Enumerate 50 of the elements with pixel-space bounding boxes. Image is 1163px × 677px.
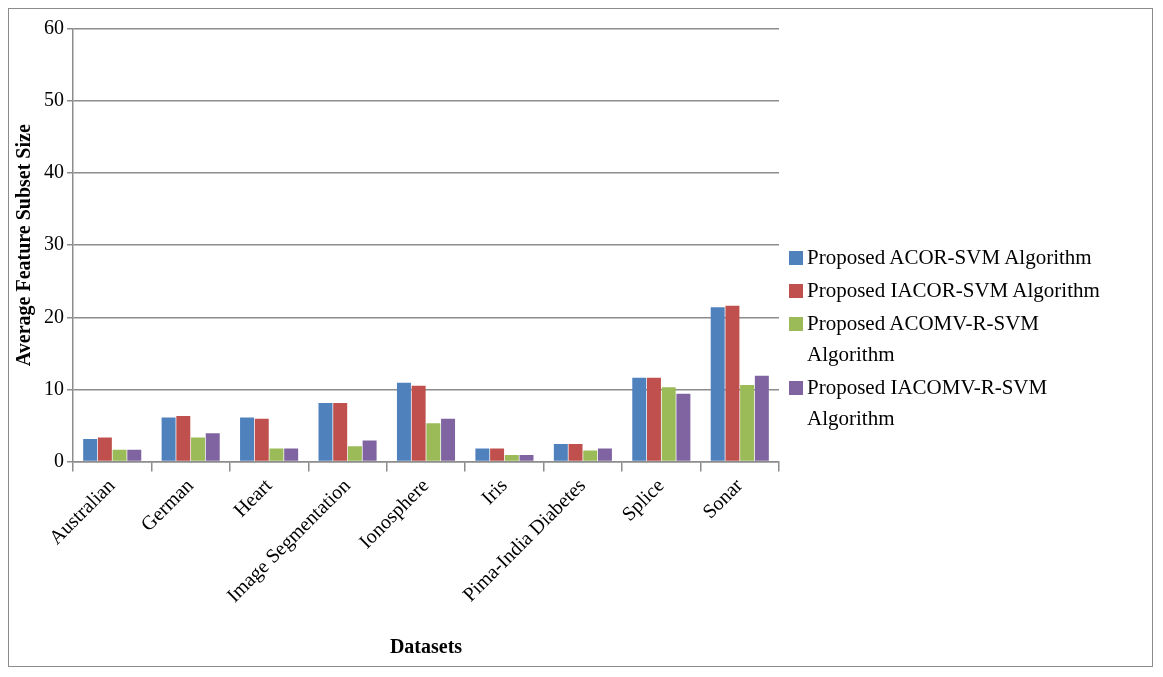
bar (254, 418, 269, 461)
bar (127, 449, 142, 461)
bar (347, 446, 362, 461)
y-tick-label: 10 (44, 376, 64, 399)
bar (725, 305, 740, 461)
bar (396, 382, 411, 461)
bar (490, 448, 505, 461)
bar (568, 444, 583, 461)
bar (426, 423, 441, 461)
bar (740, 385, 755, 461)
bar (676, 393, 691, 461)
legend-label: Proposed ACOMV-R-SVM Algorithm (807, 309, 1040, 368)
bar (646, 377, 661, 461)
bar (441, 418, 456, 461)
bar (754, 375, 769, 461)
bar (597, 448, 612, 461)
bar (504, 454, 519, 461)
y-tick-label: 20 (44, 304, 64, 327)
y-tick-label: 40 (44, 160, 64, 183)
y-tick-label: 50 (44, 88, 64, 111)
bar (97, 437, 112, 461)
y-tick-label: 60 (44, 16, 64, 39)
bar (161, 417, 176, 461)
bar (83, 439, 98, 461)
bar (176, 415, 191, 461)
x-tick-label: Iris (476, 473, 512, 509)
legend-label: Proposed IACOMV-R-SVM Algorithm (807, 373, 1049, 432)
bar (553, 444, 568, 461)
y-axis-title: Average Feature Subset Size (12, 124, 36, 367)
bar (240, 417, 255, 461)
bar (411, 385, 426, 461)
bar (519, 454, 534, 461)
bar (318, 403, 333, 461)
bar (632, 377, 647, 461)
legend-label: Proposed ACOR-SVM Algorithm (807, 243, 1093, 271)
bar (191, 437, 206, 461)
bar (710, 307, 725, 461)
bar (583, 450, 598, 461)
legend-label: Proposed IACOR-SVM Algorithm (807, 276, 1101, 304)
bar (475, 448, 490, 461)
bar (269, 448, 284, 461)
bar (205, 433, 220, 461)
bar (112, 449, 127, 461)
x-axis-title: Datasets (389, 635, 463, 658)
bar (661, 387, 676, 461)
y-tick-label: 0 (54, 448, 64, 471)
bar (362, 440, 377, 461)
bar (333, 403, 348, 461)
bar (284, 448, 299, 461)
y-tick-label: 30 (44, 232, 64, 255)
